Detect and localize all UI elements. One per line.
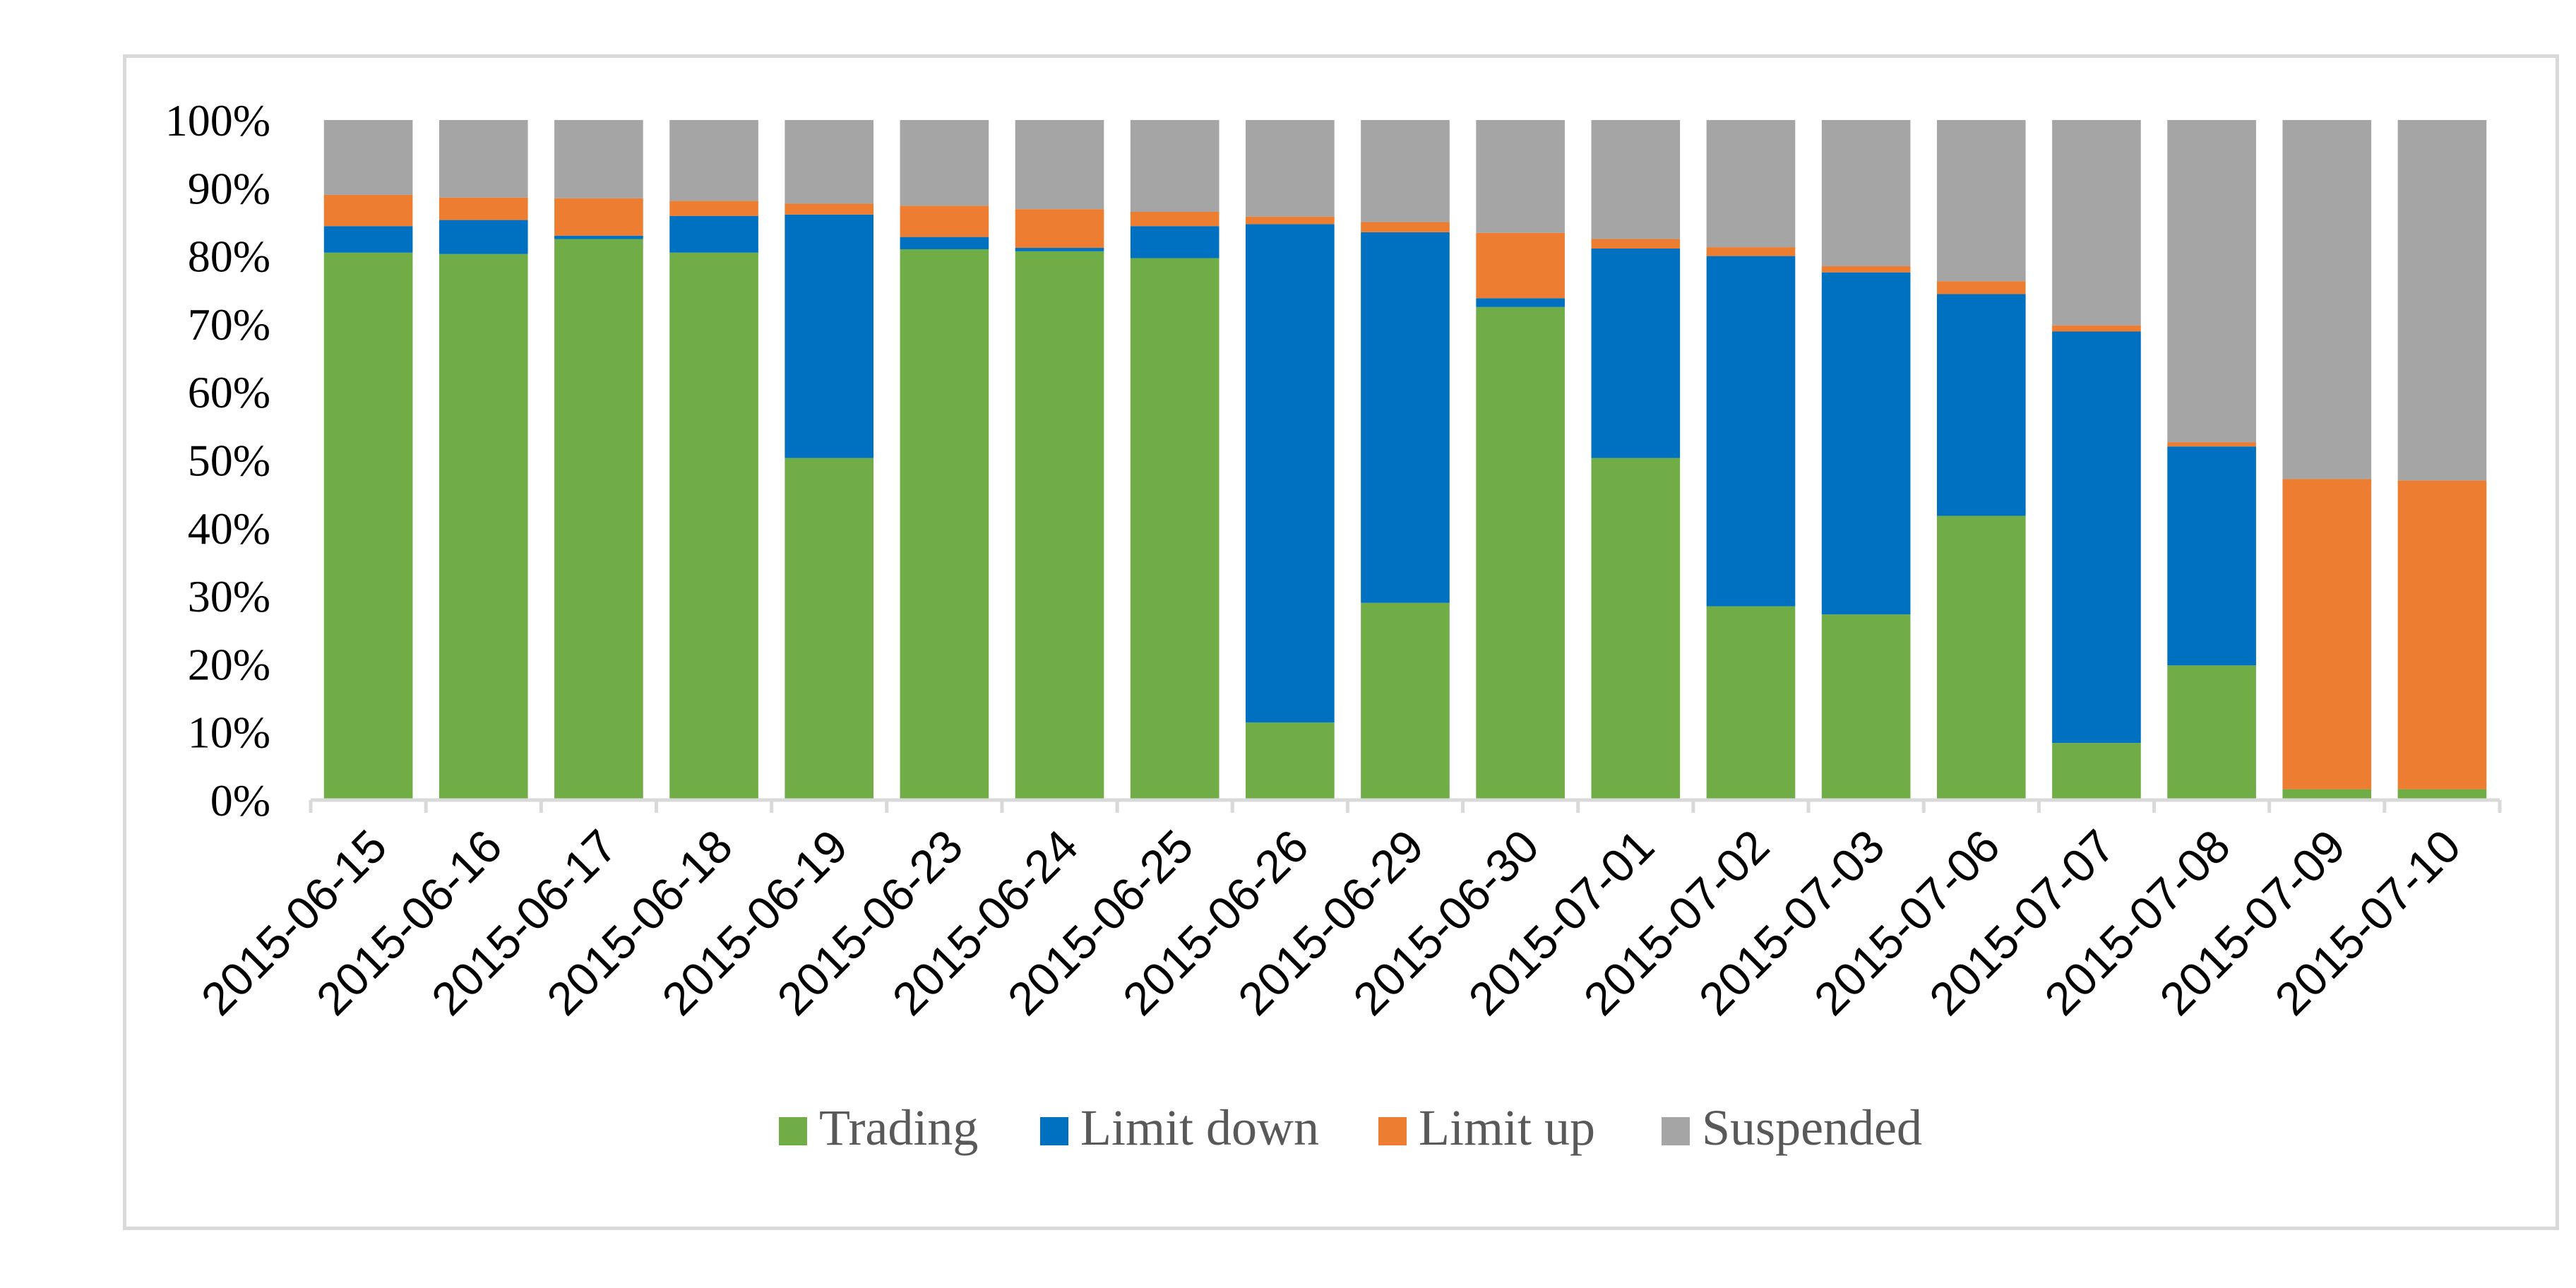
bar-segment-trading [1476, 306, 1565, 801]
bar-segment-limit-down [900, 237, 989, 249]
bar-segment-trading [1821, 614, 1911, 800]
y-tick-label: 60% [188, 367, 270, 417]
legend-swatch-suspended [1662, 1117, 1690, 1145]
bar-segment-suspended [2397, 120, 2487, 481]
bar-segment-trading [439, 254, 528, 801]
bar-segment-trading [1936, 515, 2026, 800]
legend-label-limit-down: Limit down [1080, 1099, 1319, 1156]
bar-segment-limit-up [1936, 281, 2026, 294]
legend-label-suspended: Suspended [1702, 1099, 1922, 1156]
bar-segment-limit-down [785, 214, 874, 458]
bar-segment-trading [2167, 665, 2256, 800]
y-tick-label: 90% [188, 163, 270, 213]
y-tick-label: 80% [188, 232, 270, 282]
y-tick-label: 0% [210, 775, 270, 825]
bar-segment-limit-up [1246, 216, 1335, 225]
y-tick-label: 30% [188, 571, 270, 621]
bar-segment-suspended [669, 120, 758, 201]
bar-segment-limit-up [1591, 239, 1681, 249]
legend: Trading Limit down Limit up Suspended [779, 1099, 1922, 1156]
bar-segment-suspended [2167, 120, 2256, 443]
bar-segment-limit-up [1476, 232, 1565, 299]
bar-segment-limit-down [323, 226, 413, 253]
bar-segment-limit-up [1821, 266, 1911, 273]
legend-swatch-limit-up [1378, 1117, 1407, 1145]
legend-swatch-trading [779, 1117, 807, 1145]
bar-segment-limit-up [1361, 222, 1450, 232]
bar-segment-limit-up [2282, 479, 2372, 789]
bar-segment-suspended [900, 120, 989, 206]
bar-segment-limit-down [1246, 224, 1335, 723]
bar-segment-limit-up [2397, 480, 2487, 789]
bar-segment-limit-up [1130, 212, 1220, 227]
bar-segment-limit-down [439, 220, 528, 254]
bar-segment-suspended [1821, 120, 1911, 267]
bar-segment-limit-up [669, 201, 758, 216]
bar-segment-suspended [1936, 120, 2026, 282]
bar-segment-suspended [1591, 120, 1681, 239]
bar-segment-limit-up [2167, 442, 2256, 447]
bar-segment-suspended [1246, 120, 1335, 217]
bar-segment-trading [1130, 258, 1220, 800]
bar-segment-limit-down [1821, 272, 1911, 615]
bar-segment-suspended [1130, 120, 1220, 212]
bar-segment-limit-down [2167, 446, 2256, 666]
bar-segment-suspended [2282, 120, 2372, 479]
bar-segment-limit-down [669, 215, 758, 253]
bar-segment-limit-down [1130, 226, 1220, 258]
bar-segment-trading [900, 249, 989, 801]
y-tick-label: 10% [188, 708, 270, 758]
y-tick-label: 70% [188, 299, 270, 350]
bar-segment-limit-down [554, 235, 643, 239]
bar-segment-limit-down [1936, 294, 2026, 516]
bar-segment-suspended [323, 120, 413, 195]
bar-segment-limit-up [785, 203, 874, 215]
bar-segment-limit-down [2052, 331, 2141, 744]
bar-segment-limit-down [1015, 248, 1104, 251]
bar-segment-suspended [1476, 120, 1565, 233]
legend-label-trading: Trading [819, 1099, 978, 1156]
legend-swatch-limit-down [1040, 1117, 1068, 1145]
bar-segment-trading [1706, 606, 1796, 800]
bar-segment-limit-up [323, 194, 413, 227]
y-tick-label: 20% [188, 639, 270, 689]
bar-segment-limit-down [1361, 232, 1450, 603]
bar-segment-trading [1246, 722, 1335, 800]
bar-segment-trading [1591, 458, 1681, 800]
bar-segment-limit-up [1706, 247, 1796, 256]
bar-segment-suspended [785, 120, 874, 204]
bar-segment-limit-up [2052, 325, 2141, 332]
chart-frame [123, 54, 2559, 1230]
bar-segment-suspended [1361, 120, 1450, 222]
bar-segment-trading [1361, 602, 1450, 800]
bar-segment-limit-up [554, 198, 643, 236]
bar-segment-trading [554, 239, 643, 800]
bar-segment-suspended [439, 120, 528, 198]
y-tick-label: 100% [165, 95, 270, 145]
bar-segment-trading [669, 252, 758, 800]
y-tick-label: 40% [188, 503, 270, 554]
bar-segment-trading [1015, 251, 1104, 800]
bar-segment-limit-up [1015, 209, 1104, 249]
bar-segment-trading [2397, 789, 2487, 800]
legend-label-limit-up: Limit up [1419, 1099, 1595, 1156]
bar-segment-suspended [554, 120, 643, 198]
bar-segment-limit-down [1591, 249, 1681, 458]
y-tick-label: 50% [188, 436, 270, 486]
bar-segment-trading [2052, 743, 2141, 800]
bar-segment-limit-up [900, 205, 989, 237]
bar-segment-limit-down [1476, 298, 1565, 307]
bar-segment-trading [785, 458, 874, 800]
bar-segment-limit-down [1706, 256, 1796, 607]
bar-segment-trading [323, 252, 413, 800]
bar-segment-trading [2282, 789, 2372, 800]
bar-segment-suspended [1015, 120, 1104, 210]
bar-segment-suspended [1706, 120, 1796, 248]
bar-segment-suspended [2052, 120, 2141, 326]
bars-layer [323, 120, 2487, 801]
bar-segment-limit-up [439, 197, 528, 220]
